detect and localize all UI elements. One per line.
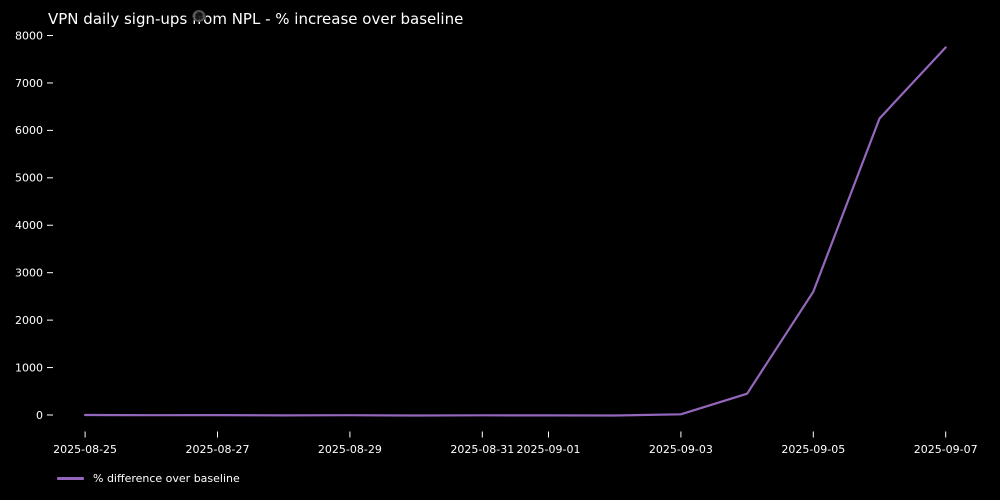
x-tick-label: 2025-08-27	[186, 443, 250, 456]
y-tick-label: 6000	[15, 124, 43, 137]
y-tick-label: 4000	[15, 219, 43, 232]
y-tick-label: 7000	[15, 77, 43, 90]
legend-label: % difference over baseline	[93, 472, 240, 485]
y-tick-label: 0	[36, 409, 43, 422]
x-tick-label: 2025-09-07	[914, 443, 978, 456]
x-tick-label: 2025-08-25	[53, 443, 117, 456]
y-tick-label: 8000	[15, 29, 43, 42]
x-tick-label: 2025-08-31	[450, 443, 514, 456]
y-tick-label: 3000	[15, 267, 43, 280]
y-tick-label: 1000	[15, 361, 43, 374]
x-tick-label: 2025-08-29	[318, 443, 382, 456]
chart-title: VPN daily sign-ups from NPL - % increase…	[48, 10, 464, 28]
x-tick-label: 2025-09-03	[649, 443, 713, 456]
y-tick-label: 5000	[15, 172, 43, 185]
series-line	[83, 46, 947, 417]
legend-line-swatch	[57, 477, 84, 480]
y-tick-label: 2000	[15, 314, 43, 327]
x-tick-label: 2025-09-01	[517, 443, 581, 456]
x-tick-label: 2025-09-05	[781, 443, 845, 456]
legend: % difference over baseline	[57, 472, 240, 485]
